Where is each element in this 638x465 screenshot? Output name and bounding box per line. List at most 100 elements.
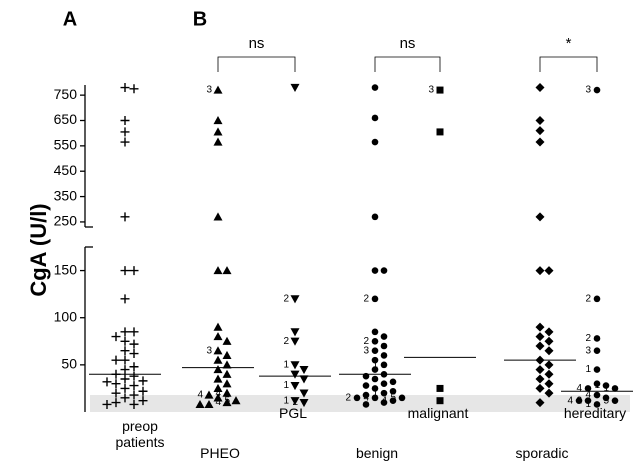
data-point — [111, 355, 121, 365]
data-point — [389, 387, 397, 395]
point-label: 3 — [206, 345, 212, 356]
data-point — [436, 397, 444, 405]
data-point — [129, 327, 139, 337]
data-point — [129, 362, 139, 372]
data-point — [535, 137, 545, 147]
data-point — [436, 384, 444, 392]
data-point — [371, 328, 379, 336]
data-point — [535, 341, 545, 351]
data-point — [544, 346, 554, 356]
data-point — [371, 337, 379, 345]
data-point — [213, 346, 223, 355]
data-point — [213, 365, 223, 374]
data-point — [389, 397, 397, 404]
group-label: benign — [355, 445, 399, 461]
data-point — [544, 266, 554, 276]
data-point — [213, 322, 223, 331]
data-point — [102, 399, 112, 409]
data-point — [371, 394, 379, 402]
y-axis-label: CgA (U/l) — [26, 203, 51, 296]
data-point — [213, 266, 223, 275]
data-point — [120, 383, 130, 393]
y-tick-label: 50 — [61, 356, 77, 372]
data-point — [129, 399, 139, 409]
panel-label: A — [63, 8, 77, 30]
data-point — [593, 347, 601, 355]
data-point — [436, 128, 444, 136]
group-label: sporadic — [515, 445, 569, 461]
data-point — [138, 386, 148, 396]
data-point — [129, 339, 139, 349]
data-point — [371, 267, 379, 274]
point-label: 4 — [215, 388, 221, 399]
data-point — [535, 116, 545, 125]
data-point — [299, 398, 309, 408]
data-point — [120, 294, 130, 304]
data-point — [222, 350, 232, 360]
data-point — [290, 370, 300, 379]
data-point — [535, 398, 545, 408]
data-point — [593, 366, 601, 373]
y-tick-label: 150 — [54, 261, 78, 277]
data-point — [593, 295, 601, 303]
data-point — [398, 394, 406, 402]
significance-bracket — [374, 56, 441, 72]
data-point — [535, 322, 545, 332]
point-label: 1 — [585, 399, 591, 410]
data-point — [611, 385, 619, 392]
data-point — [213, 127, 223, 136]
point-label: 2 — [283, 336, 289, 347]
point-label: 5 — [603, 395, 609, 406]
data-point — [544, 369, 554, 379]
data-point — [371, 356, 379, 364]
group-label: hereditary — [563, 405, 627, 421]
data-point — [544, 327, 554, 337]
data-point — [120, 116, 130, 125]
group-label: PGL — [278, 405, 307, 421]
y-tick-label: 650 — [54, 111, 78, 127]
data-point — [371, 213, 379, 221]
panel-label: B — [193, 8, 207, 30]
data-point — [290, 83, 300, 93]
point-label: 1 — [372, 388, 378, 399]
data-point — [602, 382, 610, 389]
data-point — [111, 332, 121, 342]
data-point — [120, 83, 130, 93]
data-point — [213, 116, 223, 125]
data-point — [120, 346, 130, 356]
data-point — [102, 377, 112, 387]
data-point — [584, 385, 592, 392]
point-label: 4 — [215, 397, 221, 408]
data-point — [544, 360, 554, 370]
data-point — [290, 397, 300, 406]
data-point — [213, 374, 223, 383]
data-point — [593, 86, 601, 94]
data-point — [120, 336, 130, 346]
data-point — [544, 388, 554, 398]
data-point — [222, 266, 232, 275]
data-point — [353, 394, 361, 402]
point-label: 1 — [603, 383, 609, 394]
data-point — [111, 388, 121, 398]
data-point — [611, 397, 619, 404]
y-tick-label: 550 — [54, 137, 78, 153]
point-label: 1 — [283, 359, 289, 370]
data-point — [222, 379, 232, 388]
y-tick-label: 450 — [54, 162, 78, 178]
data-point — [380, 380, 388, 388]
data-point — [222, 360, 232, 369]
data-point — [111, 398, 121, 408]
reference-band — [90, 395, 630, 412]
data-point — [231, 396, 241, 405]
point-label: 4 — [585, 390, 591, 401]
y-tick-label: 350 — [54, 187, 78, 203]
data-point — [204, 399, 214, 409]
point-label: 1 — [585, 364, 591, 375]
point-label: 4 — [197, 390, 203, 401]
point-label: 3 — [585, 345, 591, 356]
data-point — [593, 335, 601, 342]
data-point — [362, 401, 370, 408]
data-point — [120, 212, 130, 222]
data-point — [213, 332, 223, 341]
